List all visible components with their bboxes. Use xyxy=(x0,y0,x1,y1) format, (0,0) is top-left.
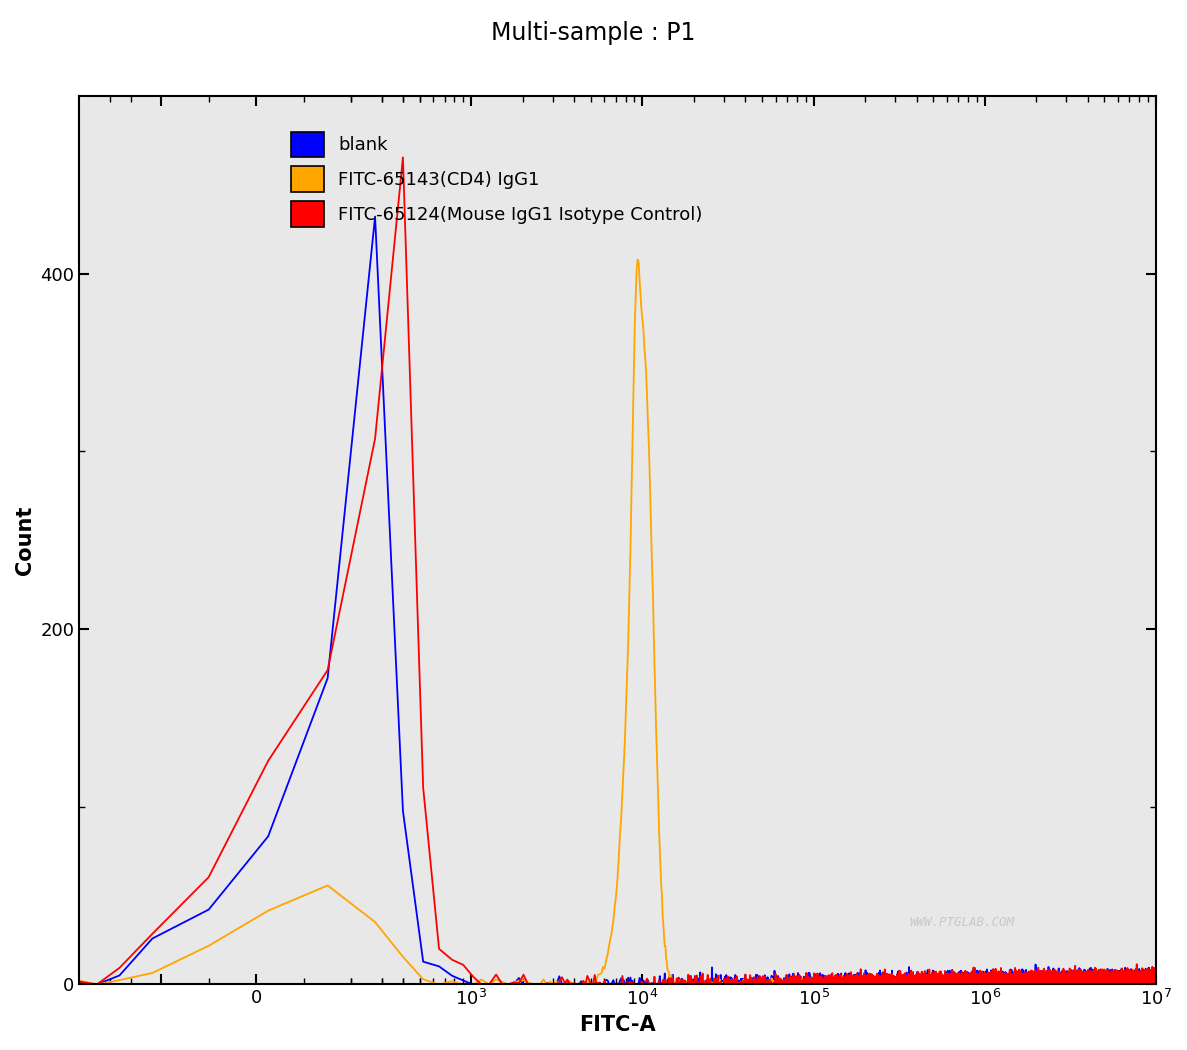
Text: Multi-sample : P1: Multi-sample : P1 xyxy=(491,21,696,45)
X-axis label: FITC-A: FITC-A xyxy=(579,1015,656,1035)
Y-axis label: Count: Count xyxy=(15,505,34,575)
Text: WWW.PTGLAB.COM: WWW.PTGLAB.COM xyxy=(909,916,1015,929)
Legend: blank, FITC-65143(CD4) IgG1, FITC-65124(Mouse IgG1 Isotype Control): blank, FITC-65143(CD4) IgG1, FITC-65124(… xyxy=(283,123,712,235)
